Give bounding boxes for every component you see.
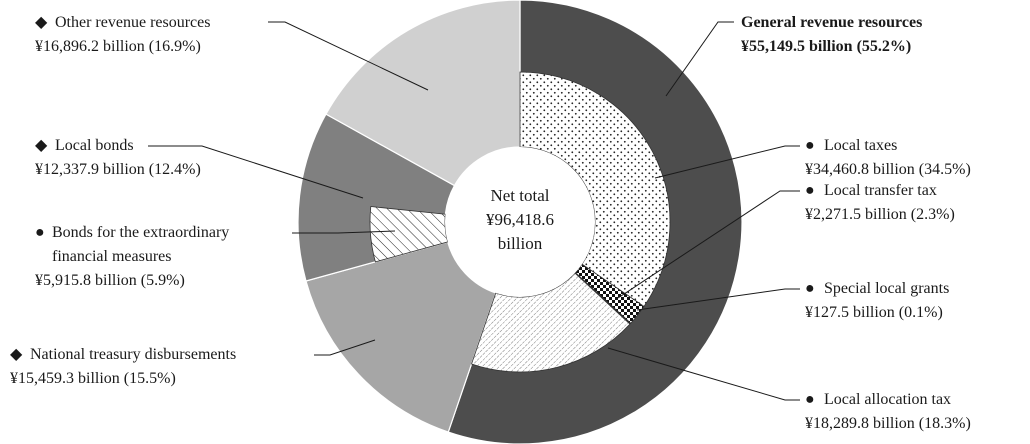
- label-taxes-marker: ●: [805, 137, 815, 154]
- net-total-label: Net total: [490, 186, 549, 205]
- label-other-value: ¥16,896.2 billion (16.9%): [35, 38, 201, 55]
- label-allocation-value: ¥18,289.8 billion (18.3%): [805, 415, 971, 432]
- label-special-name: Special local grants: [824, 280, 949, 297]
- label-taxes-name: Local taxes: [824, 137, 897, 154]
- label-bonds-name: Local bonds: [55, 137, 134, 154]
- label-bonds-marker: ◆: [35, 137, 48, 154]
- label-transfer-marker: ●: [805, 182, 815, 199]
- net-total-unit: billion: [498, 234, 543, 253]
- label-allocation-marker: ●: [805, 391, 815, 408]
- leader-bonds: [148, 145, 364, 199]
- leader-allocation: [607, 347, 800, 401]
- label-special-marker: ●: [805, 280, 815, 297]
- label-extra-name2: financial measures: [52, 248, 172, 265]
- label-general-name: General revenue resources: [741, 14, 922, 31]
- label-treasury-name: National treasury disbursements: [30, 346, 236, 363]
- leader-treasury: [314, 339, 376, 356]
- leader-extra: [292, 230, 396, 234]
- leader-transfer: [617, 190, 800, 299]
- label-extra-marker: ●: [35, 224, 45, 241]
- label-bonds-value: ¥12,337.9 billion (12.4%): [35, 161, 201, 178]
- leader-taxes: [654, 145, 800, 179]
- net-total-value: ¥96,418.6: [486, 210, 554, 229]
- leader-other: [268, 21, 429, 91]
- label-other-name: Other revenue resources: [55, 14, 210, 31]
- leader-general: [665, 21, 734, 97]
- label-allocation-name: Local allocation tax: [824, 391, 951, 408]
- label-extra-name1: Bonds for the extraordinary: [52, 224, 229, 241]
- leader-special: [636, 288, 800, 311]
- label-other-marker: ◆: [35, 14, 48, 31]
- label-extra-value: ¥5,915.8 billion (5.9%): [35, 272, 185, 289]
- label-taxes-value: ¥34,460.8 billion (34.5%): [805, 161, 971, 178]
- label-special-value: ¥127.5 billion (0.1%): [805, 304, 943, 321]
- label-treasury-value: ¥15,459.3 billion (15.5%): [10, 370, 176, 387]
- label-treasury-marker: ◆: [10, 346, 23, 363]
- label-transfer-value: ¥2,271.5 billion (2.3%): [805, 206, 955, 223]
- center-hole: [445, 147, 595, 297]
- label-general-value: ¥55,149.5 billion (55.2%): [741, 38, 911, 55]
- label-transfer-name: Local transfer tax: [824, 182, 937, 199]
